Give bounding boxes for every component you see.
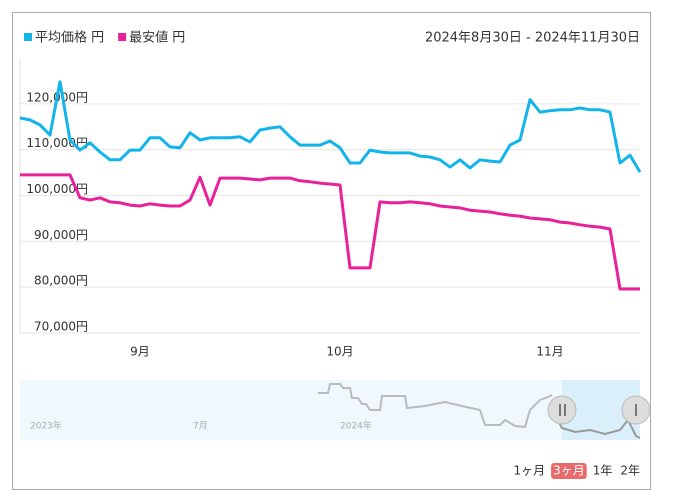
navigator-bg [20,380,640,440]
x-tick-label: 10月 [326,345,353,359]
navigator-label: 2023年 [30,420,62,432]
range-button[interactable]: 1年 [593,464,613,478]
legend-label: 平均価格 円 [35,30,104,46]
navigator-line [318,383,553,429]
series-line [19,80,642,173]
y-tick-label: 90,000円 [34,228,88,242]
range-button[interactable]: 1ヶ月 [513,464,545,478]
navigator [20,380,651,440]
date-range: 2024年8月30日 - 2024年11月30日 [425,31,640,46]
range-button-active [551,463,587,479]
y-tick-label: 100,000円 [26,182,88,196]
navigator-label: 7月 [193,421,208,432]
legend-marker [118,33,127,41]
x-tick-label: 9月 [130,345,150,359]
navigator-handle[interactable] [547,395,577,425]
range-button[interactable]: 3ヶ月 [553,464,585,478]
y-tick-label: 70,000円 [34,320,88,334]
handle-grip [635,404,637,416]
navigator-label: 2024年 [340,420,372,432]
legend-marker [24,33,32,41]
y-tick-label: 110,000円 [26,136,88,150]
handle-grip [564,404,566,416]
legend-label: 最安値 円 [129,30,185,46]
series-line [20,173,640,291]
x-tick-label: 11月 [536,345,563,359]
y-tick-label: 80,000円 [34,274,88,288]
handle-grip [559,404,561,416]
navigator-line [554,414,641,439]
range-button[interactable]: 2年 [620,464,640,478]
